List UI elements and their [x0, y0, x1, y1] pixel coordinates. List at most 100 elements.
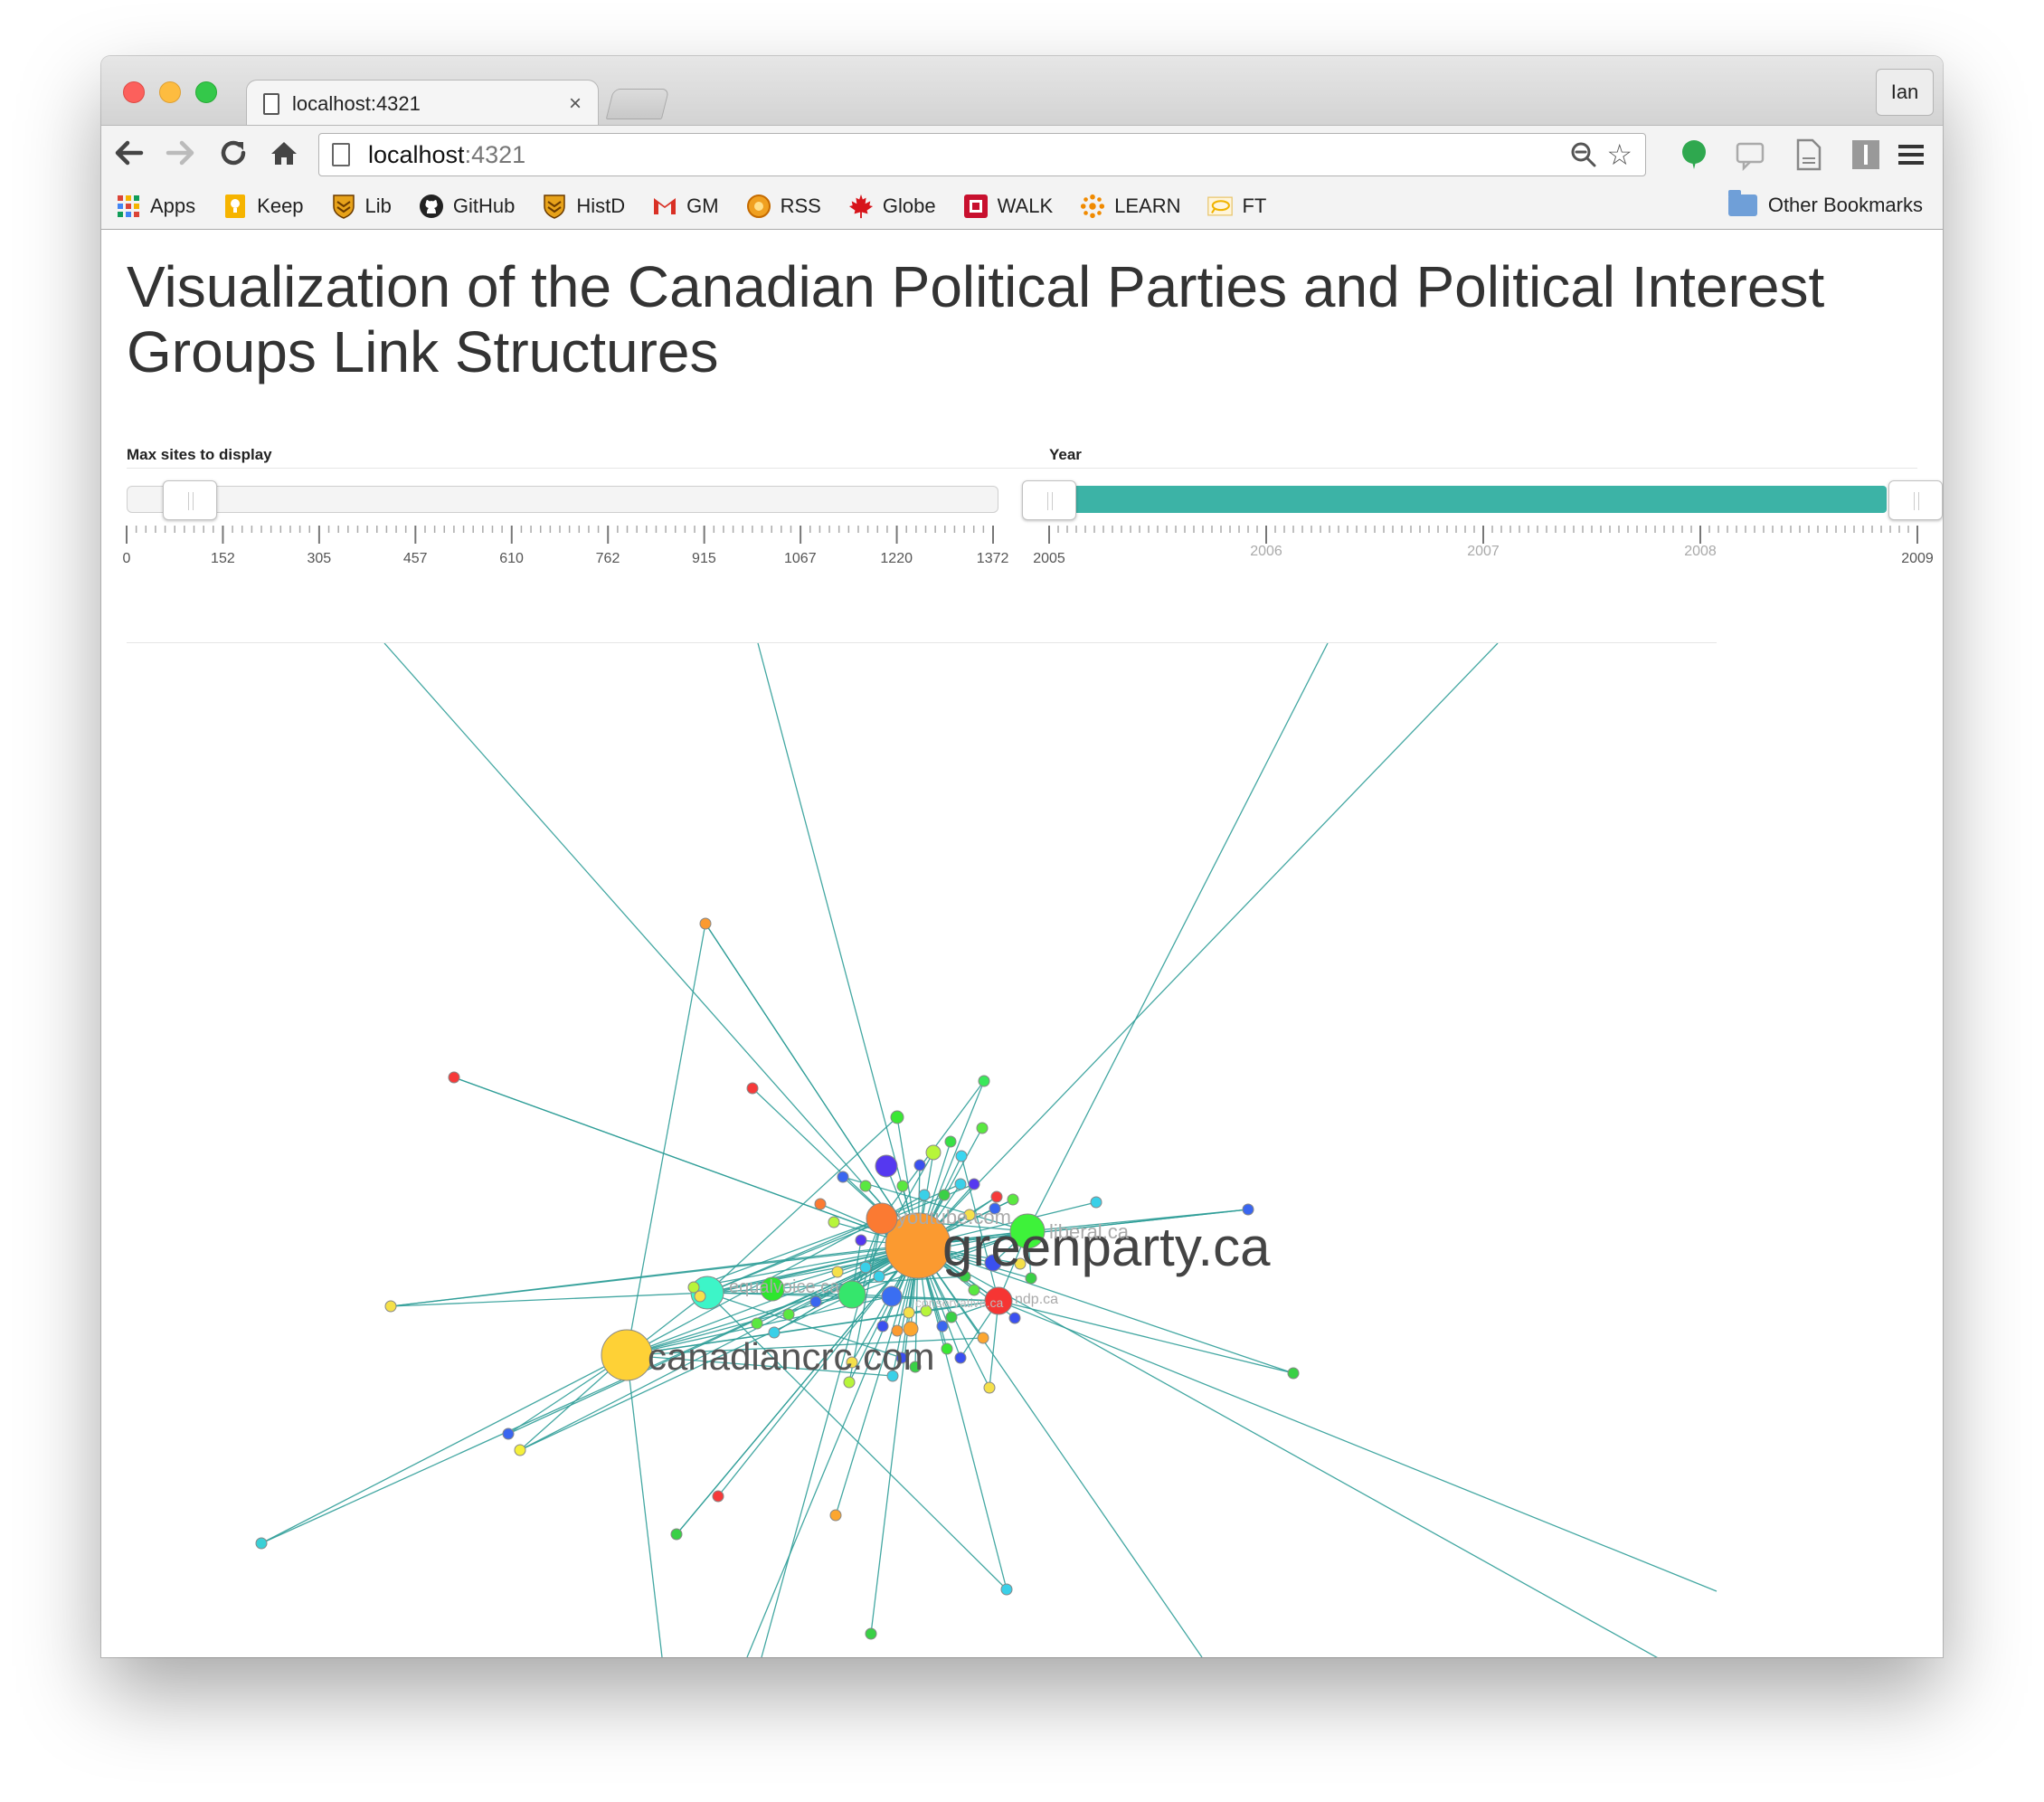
close-window-button[interactable] — [123, 81, 145, 103]
graph-node[interactable] — [873, 1270, 885, 1283]
graph-node[interactable] — [837, 1171, 849, 1183]
graph-node[interactable] — [954, 1352, 967, 1364]
graph-node[interactable] — [944, 1135, 957, 1148]
graph-node[interactable] — [978, 1075, 990, 1087]
graph-node[interactable] — [829, 1509, 842, 1522]
graph-node[interactable] — [782, 1308, 795, 1321]
graph-node[interactable] — [941, 1342, 953, 1355]
zoom-window-button[interactable] — [195, 81, 217, 103]
graph-node[interactable] — [687, 1281, 700, 1294]
graph-node[interactable] — [876, 1320, 889, 1333]
graph-node[interactable] — [954, 1178, 967, 1190]
graph-node[interactable] — [983, 1381, 996, 1394]
graph-node[interactable] — [846, 1356, 858, 1369]
graph-node[interactable] — [918, 1189, 931, 1201]
bookmark-lib[interactable]: Lib — [331, 194, 392, 219]
graph-node[interactable] — [1007, 1193, 1019, 1206]
graph-node[interactable] — [945, 1311, 958, 1323]
graph-node[interactable] — [859, 1180, 872, 1192]
graph-node[interactable] — [984, 1286, 1013, 1315]
graph-node[interactable] — [1000, 1583, 1013, 1596]
url-text[interactable]: localhost:4321 — [368, 140, 526, 168]
graph-node[interactable] — [1090, 1196, 1102, 1209]
graph-node[interactable] — [855, 1234, 867, 1247]
graph-node[interactable] — [831, 1266, 844, 1278]
graph-node[interactable] — [448, 1071, 460, 1084]
graph-node[interactable] — [514, 1444, 526, 1456]
bookmark-apps[interactable]: Apps — [116, 194, 195, 219]
graph-node[interactable] — [1014, 1257, 1027, 1270]
graph-node[interactable] — [881, 1285, 903, 1307]
tab-localhost[interactable]: localhost:4321 × — [246, 80, 599, 127]
document-icon[interactable] — [1793, 138, 1823, 171]
graph-node[interactable] — [925, 1144, 942, 1161]
evernote-leaf-icon[interactable] — [1679, 138, 1709, 171]
year-range-fill[interactable] — [1022, 486, 1887, 513]
address-bar[interactable]: localhost:4321 ☆ — [318, 133, 1646, 176]
graph-node[interactable] — [903, 1321, 919, 1337]
graph-node[interactable] — [746, 1082, 759, 1095]
bookmark-github[interactable]: GitHub — [419, 194, 515, 219]
bookmark-globe[interactable]: Globe — [848, 194, 936, 219]
zoom-out-icon[interactable] — [1570, 141, 1597, 168]
year-end-handle[interactable] — [1888, 480, 1943, 520]
bookmark-gm[interactable]: GM — [652, 194, 719, 219]
graph-node[interactable] — [768, 1326, 781, 1339]
graph-node[interactable] — [886, 1370, 899, 1382]
bookmark-ft[interactable]: FT — [1207, 194, 1266, 219]
graph-node[interactable] — [760, 1276, 785, 1302]
graph-node[interactable] — [809, 1295, 822, 1308]
network-graph[interactable]: greenparty.ca canadiancrc.com equalvoice… — [101, 643, 1943, 1657]
graph-node[interactable] — [694, 1290, 706, 1303]
graph-node[interactable] — [255, 1537, 268, 1550]
year-start-handle[interactable] — [1022, 480, 1076, 520]
graph-node[interactable] — [712, 1490, 724, 1503]
graph-node[interactable] — [865, 1627, 877, 1640]
minimize-window-button[interactable] — [159, 81, 181, 103]
graph-node[interactable] — [843, 1376, 856, 1389]
graph-node[interactable] — [938, 1189, 951, 1201]
graph-node[interactable] — [963, 1209, 976, 1221]
graph-node[interactable] — [955, 1150, 968, 1162]
home-button[interactable] — [266, 135, 302, 171]
reload-button[interactable] — [215, 135, 251, 171]
graph-node[interactable] — [895, 1352, 908, 1364]
graph-node[interactable] — [866, 1202, 898, 1235]
menu-hamburger-icon[interactable] — [1896, 138, 1926, 171]
profile-button[interactable]: Ian — [1876, 69, 1934, 116]
graph-node[interactable] — [699, 917, 712, 930]
graph-node[interactable] — [1287, 1367, 1300, 1380]
graph-node[interactable] — [670, 1528, 683, 1541]
graph-node[interactable] — [859, 1261, 872, 1274]
bookmark-walk[interactable]: WALK — [963, 194, 1053, 219]
bookmark-histd[interactable]: HistD — [542, 194, 625, 219]
bookmark-rss[interactable]: RSS — [746, 194, 821, 219]
graph-node[interactable] — [601, 1329, 653, 1381]
graph-node[interactable] — [875, 1154, 898, 1178]
graph-node[interactable] — [984, 1254, 1002, 1272]
graph-node[interactable] — [837, 1280, 866, 1309]
graph-node[interactable] — [913, 1159, 926, 1171]
speech-bubble-icon[interactable] — [1735, 138, 1765, 171]
graph-node[interactable] — [891, 1324, 904, 1337]
graph-node[interactable] — [903, 1306, 915, 1319]
bookmark-keep[interactable]: Keep — [222, 194, 304, 219]
graph-node[interactable] — [814, 1198, 827, 1210]
max-sites-track[interactable] — [127, 486, 998, 513]
graph-node[interactable] — [885, 1212, 951, 1279]
graph-node[interactable] — [990, 1190, 1003, 1203]
graph-node[interactable] — [976, 1122, 989, 1134]
graph-node[interactable] — [751, 1317, 763, 1330]
new-tab-button[interactable] — [605, 89, 670, 119]
instapaper-icon[interactable] — [1850, 138, 1881, 171]
graph-node[interactable] — [828, 1216, 840, 1228]
graph-node[interactable] — [968, 1284, 980, 1296]
graph-node[interactable] — [968, 1178, 980, 1190]
graph-node[interactable] — [936, 1320, 949, 1333]
max-sites-handle[interactable] — [163, 480, 217, 520]
graph-node[interactable] — [959, 1270, 971, 1283]
graph-node[interactable] — [909, 1361, 922, 1373]
bookmark-learn[interactable]: LEARN — [1080, 194, 1180, 219]
other-bookmarks[interactable]: Other Bookmarks — [1727, 190, 1923, 217]
graph-node[interactable] — [502, 1427, 515, 1440]
